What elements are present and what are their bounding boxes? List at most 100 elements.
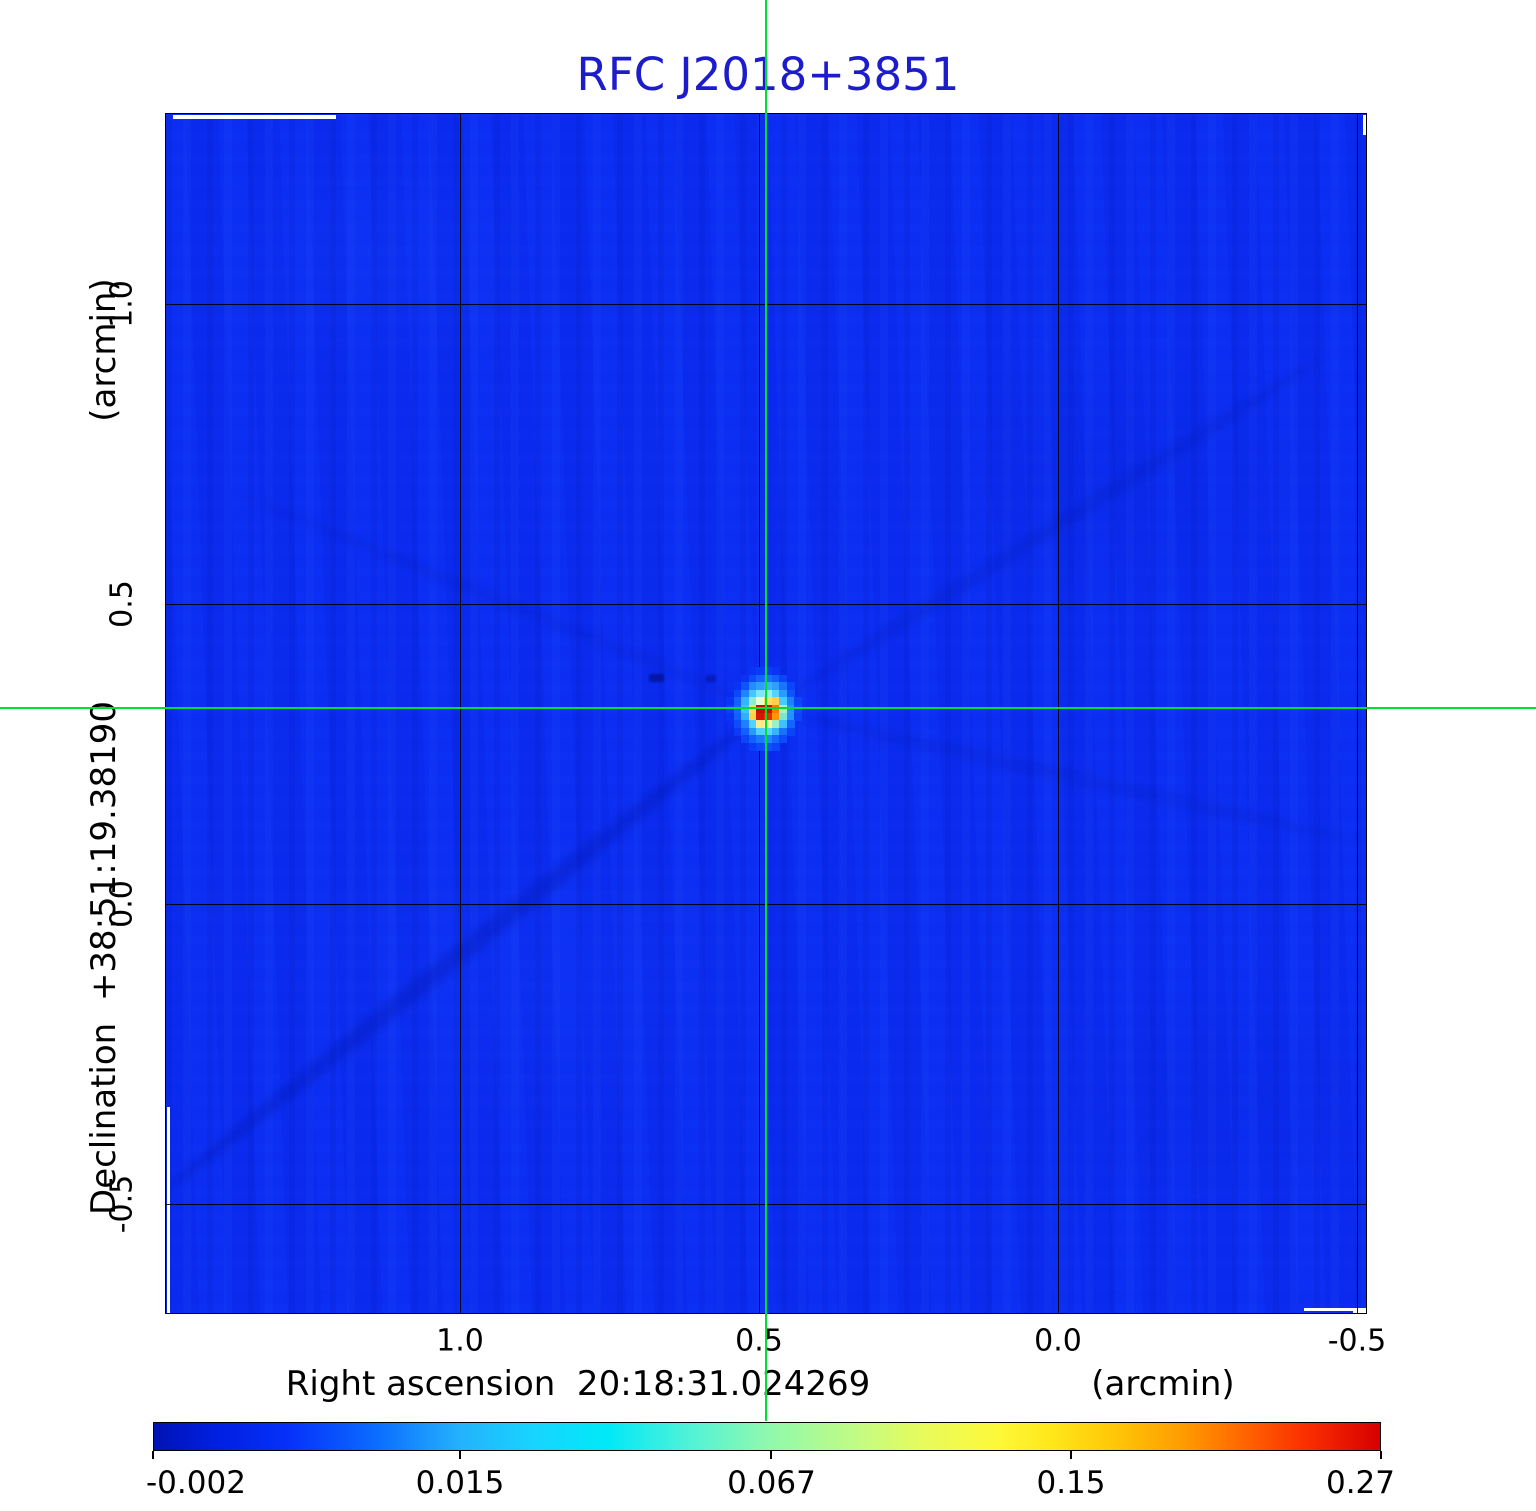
x-gridline bbox=[1357, 114, 1358, 1313]
x-tick-label: 0.0 bbox=[1034, 1323, 1082, 1359]
page-title: RFC J2018+3851 bbox=[576, 48, 960, 101]
source-pixel bbox=[726, 697, 735, 706]
source-pixel bbox=[733, 682, 742, 691]
source-pixel bbox=[741, 720, 750, 729]
source-pixel bbox=[786, 689, 795, 698]
source-pixel bbox=[764, 667, 773, 676]
source-pixel bbox=[771, 743, 780, 752]
source-pixel bbox=[748, 697, 757, 706]
source-pixel bbox=[748, 720, 757, 729]
source-pixel bbox=[748, 682, 757, 691]
source-pixel bbox=[726, 712, 735, 721]
source-pixel bbox=[786, 682, 795, 691]
source-pixel bbox=[741, 727, 750, 736]
source-pixel bbox=[756, 720, 765, 729]
edge-artifact bbox=[1363, 115, 1366, 135]
source-pixel bbox=[771, 705, 780, 714]
colorbar-tick-label: 0.27 bbox=[1325, 1465, 1395, 1501]
source-pixel bbox=[748, 712, 757, 721]
source-pixel bbox=[733, 712, 742, 721]
edge-artifact bbox=[1304, 1308, 1366, 1311]
source-pixel bbox=[756, 689, 765, 698]
source-pixel bbox=[756, 705, 765, 714]
source-pixel bbox=[741, 674, 750, 683]
source-pixel bbox=[779, 727, 788, 736]
source-pixel bbox=[756, 697, 765, 706]
y-tick-label: 0.0 bbox=[104, 880, 140, 928]
x-gridline bbox=[459, 114, 461, 1313]
source-pixel bbox=[764, 712, 773, 721]
source-pixel bbox=[741, 689, 750, 698]
source-pixel bbox=[771, 667, 780, 676]
y-tick-label: -0.5 bbox=[104, 1174, 140, 1234]
source-pixel bbox=[771, 682, 780, 691]
x-gridline bbox=[1058, 114, 1059, 1313]
y-tick-label: 0.5 bbox=[104, 580, 140, 628]
source-pixel bbox=[764, 705, 773, 714]
source-pixel bbox=[733, 720, 742, 729]
negative-pixel bbox=[649, 674, 664, 682]
source-pixel bbox=[748, 735, 757, 744]
colorbar-tick-label: -0.002 bbox=[146, 1465, 246, 1501]
colorbar-tick-label: 0.15 bbox=[1036, 1465, 1106, 1501]
source-pixel bbox=[764, 743, 773, 752]
colorbar bbox=[153, 1422, 1381, 1451]
source-pixel bbox=[786, 727, 795, 736]
source-pixel bbox=[756, 743, 765, 752]
source-pixel bbox=[764, 727, 773, 736]
source-pixel bbox=[764, 674, 773, 683]
source-pixel bbox=[771, 689, 780, 698]
source-pixel bbox=[748, 743, 757, 752]
crosshair-vertical-line bbox=[765, 0, 768, 1421]
source-pixel bbox=[764, 697, 773, 706]
crosshair-horizontal-line bbox=[0, 706, 1536, 709]
source-pixel bbox=[756, 674, 765, 683]
source-pixel bbox=[748, 689, 757, 698]
x-axis-unit-label: (arcmin) bbox=[1091, 1364, 1235, 1404]
source-pixel bbox=[733, 697, 742, 706]
source-pixel bbox=[741, 705, 750, 714]
source-pixel bbox=[741, 682, 750, 691]
source-pixel bbox=[794, 705, 803, 714]
y-tick-label: 1.0 bbox=[104, 280, 140, 328]
source-pixel bbox=[726, 705, 735, 714]
source-pixel bbox=[786, 697, 795, 706]
source-pixel bbox=[733, 705, 742, 714]
y-axis-title: Declination +38:51:19.38190 bbox=[84, 701, 124, 1215]
x-tick-label: 0.5 bbox=[735, 1323, 783, 1359]
source-pixel bbox=[786, 705, 795, 714]
source-pixel bbox=[741, 712, 750, 721]
source-pixel bbox=[733, 689, 742, 698]
source-pixel bbox=[771, 674, 780, 683]
colorbar-tick bbox=[152, 1451, 154, 1459]
source-pixel bbox=[779, 705, 788, 714]
source-pixel bbox=[771, 720, 780, 729]
source-pixel bbox=[748, 705, 757, 714]
edge-artifact bbox=[1353, 1311, 1366, 1313]
source-pixel bbox=[733, 727, 742, 736]
source-pixel bbox=[764, 689, 773, 698]
source-pixel bbox=[786, 712, 795, 721]
source-pixel bbox=[741, 735, 750, 744]
source-pixel bbox=[779, 674, 788, 683]
colorbar-tick-label: 0.015 bbox=[415, 1465, 505, 1501]
x-tick-label: 1.0 bbox=[436, 1323, 484, 1359]
source-pixel bbox=[756, 735, 765, 744]
source-pixel bbox=[779, 712, 788, 721]
source-pixel bbox=[786, 720, 795, 729]
colorbar-tick bbox=[1069, 1451, 1072, 1459]
source-pixel bbox=[779, 735, 788, 744]
x-tick-label: -0.5 bbox=[1327, 1323, 1387, 1359]
negative-pixel bbox=[706, 675, 716, 682]
source-pixel bbox=[756, 682, 765, 691]
source-pixel bbox=[771, 697, 780, 706]
source-pixel bbox=[794, 697, 803, 706]
source-pixel bbox=[748, 727, 757, 736]
edge-artifact bbox=[167, 1107, 170, 1313]
colorbar-tick bbox=[770, 1451, 773, 1459]
source-pixel bbox=[779, 689, 788, 698]
source-pixel bbox=[756, 712, 765, 721]
source-pixel bbox=[764, 682, 773, 691]
colorbar-tick bbox=[1380, 1451, 1382, 1459]
